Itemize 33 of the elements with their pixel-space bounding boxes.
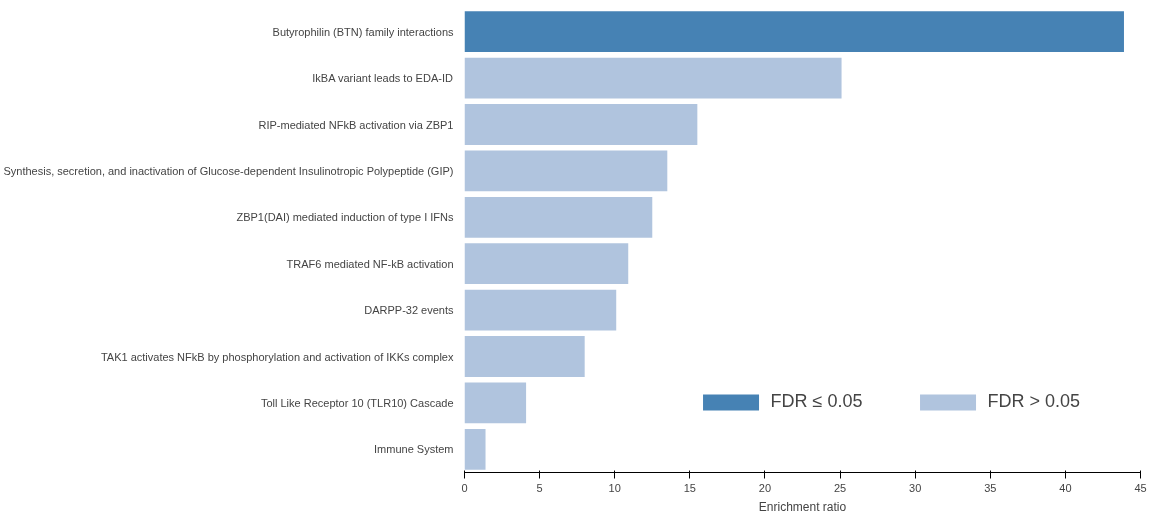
- x-tick-label: 5: [536, 481, 543, 494]
- bar: [464, 336, 585, 377]
- x-tick-label: 25: [833, 481, 847, 494]
- y-tick-label: ZBP1(DAI) mediated induction of type I IFNs: [236, 211, 454, 224]
- y-tick-label: Synthesis, secretion, and inactivation of Glucose-dependent Insulinotropic Polypeptide (GIP): [3, 164, 454, 177]
- x-tick-label: 40: [1059, 481, 1072, 494]
- bar: [464, 243, 629, 285]
- x-tick-label: 15: [683, 481, 696, 494]
- bar: [464, 289, 617, 331]
- bar: [464, 57, 842, 99]
- y-tick-label: RIP-mediated NFkB activation via ZBP1: [258, 118, 454, 131]
- x-tick-label: 45: [1134, 481, 1147, 494]
- bar: [464, 150, 668, 192]
- bar: [464, 11, 1124, 53]
- y-tick-label: Butyrophilin (BTN) family interactions: [272, 25, 454, 38]
- legend-label: FDR > 0.05: [987, 391, 1080, 412]
- x-tick-label: 10: [608, 481, 621, 494]
- x-axis-title: Enrichment ratio: [758, 499, 847, 514]
- x-tick-label: 20: [758, 481, 772, 494]
- y-tick-label: TAK1 activates NFkB by phosphorylation and activation of IKKs complex: [100, 350, 454, 363]
- bar: [464, 196, 653, 238]
- y-tick-label: IkBA variant leads to EDA-ID: [312, 72, 453, 85]
- bar: [464, 104, 698, 145]
- y-tick-label: Toll Like Receptor 10 (TLR10) Cascade: [260, 396, 454, 409]
- y-tick-label: Immune System: [374, 443, 454, 456]
- bar: [464, 428, 486, 470]
- x-tick-label: 30: [909, 481, 922, 494]
- x-tick-label: 0: [461, 481, 468, 494]
- legend-label: FDR ≤ 0.05: [770, 391, 863, 412]
- bar: [464, 382, 527, 424]
- y-tick-label: DARPP-32 events: [364, 304, 454, 317]
- x-tick-label: 35: [984, 481, 997, 494]
- y-tick-label: TRAF6 mediated NF-kB activation: [286, 257, 454, 270]
